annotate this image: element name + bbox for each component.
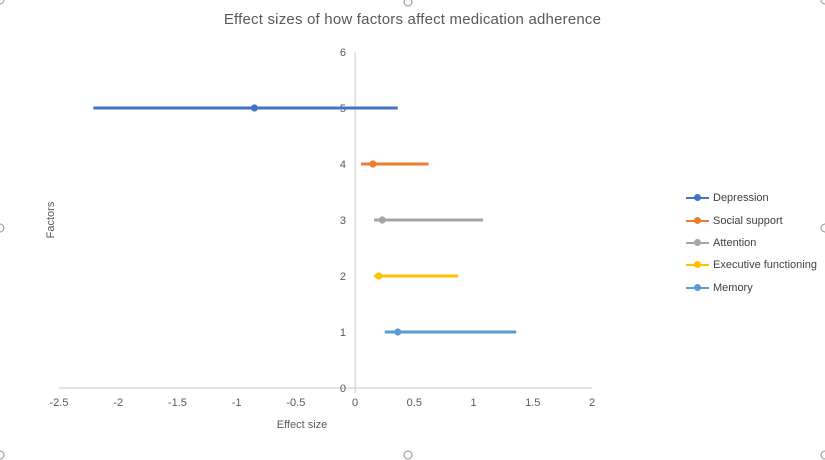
y-tick-label: 2 xyxy=(340,271,346,283)
legend-item-executive-functioning[interactable]: Executive functioning xyxy=(686,254,817,276)
legend-label: Executive functioning xyxy=(713,259,817,271)
legend-marker-icon xyxy=(686,261,709,269)
legend-marker-icon xyxy=(686,239,709,247)
resize-handle-bottom-center[interactable] xyxy=(404,451,413,460)
y-tick-label: 0 xyxy=(340,383,346,395)
x-tick-label: 2 xyxy=(589,397,595,409)
resize-handle-bottom-left[interactable] xyxy=(0,451,5,460)
y-tick-label: 4 xyxy=(340,159,346,171)
y-tick-label: 6 xyxy=(340,47,346,59)
x-tick-label: -2.5 xyxy=(50,397,69,409)
series-marker-executive-functioning[interactable] xyxy=(375,272,382,279)
x-tick-label: 0 xyxy=(352,397,358,409)
x-tick-label: -1.5 xyxy=(168,397,187,409)
x-tick-label: -0.5 xyxy=(286,397,305,409)
x-tick-label: -1 xyxy=(232,397,242,409)
legend-item-depression[interactable]: Depression xyxy=(686,187,817,209)
legend-marker-icon xyxy=(686,284,709,292)
legend-item-social-support[interactable]: Social support xyxy=(686,209,817,231)
legend: Depression Social support Attention Executi… xyxy=(686,187,817,299)
series-marker-depression[interactable] xyxy=(251,104,258,111)
legend-label: Social support xyxy=(713,215,783,227)
legend-marker-icon xyxy=(686,194,709,202)
series-marker-memory[interactable] xyxy=(394,328,401,335)
legend-item-attention[interactable]: Attention xyxy=(686,232,817,254)
resize-handle-bottom-right[interactable] xyxy=(821,451,825,460)
legend-label: Attention xyxy=(713,237,756,249)
x-tick-label: -2 xyxy=(113,397,123,409)
resize-handle-middle-right[interactable] xyxy=(821,224,825,233)
y-tick-label: 1 xyxy=(340,327,346,339)
legend-item-memory[interactable]: Memory xyxy=(686,277,817,299)
legend-label: Depression xyxy=(713,192,769,204)
x-tick-label: 1.5 xyxy=(525,397,540,409)
y-axis-title[interactable]: Factors xyxy=(45,202,57,239)
series-marker-attention[interactable] xyxy=(379,216,386,223)
legend-label: Memory xyxy=(713,282,753,294)
x-tick-label: 0.5 xyxy=(407,397,422,409)
y-tick-label: 3 xyxy=(340,215,346,227)
legend-marker-icon xyxy=(686,217,709,225)
series-marker-social-support[interactable] xyxy=(369,160,376,167)
x-tick-label: 1 xyxy=(470,397,476,409)
x-axis-title[interactable]: Effect size xyxy=(277,419,328,431)
